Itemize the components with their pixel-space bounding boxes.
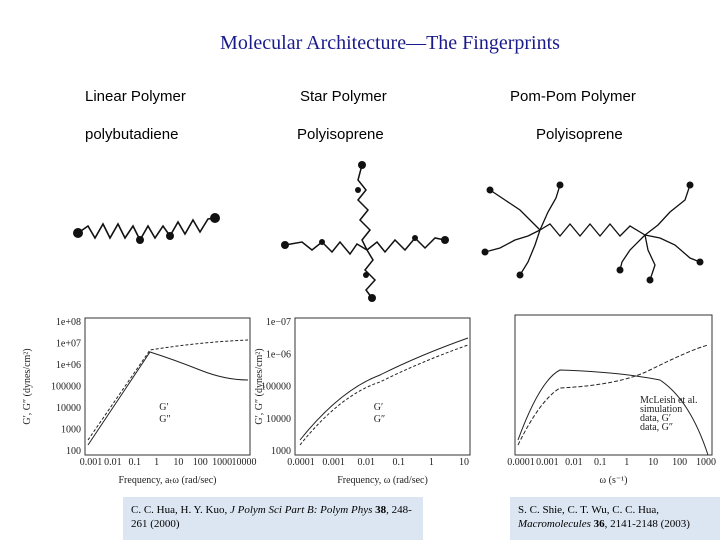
legend-entry: data, G′	[640, 413, 671, 424]
x-tick-label: 10	[459, 457, 469, 468]
pages: , 248-261 (2000)	[131, 504, 412, 530]
x-tick-label: 1	[154, 457, 159, 468]
x-tick-label: 0.001	[80, 457, 103, 468]
x-tick-label: 0.001	[536, 457, 559, 468]
beads	[281, 161, 449, 302]
x-tick-label: 0.01	[104, 457, 122, 468]
plot-frame	[294, 317, 471, 456]
y-tick-label: 10000	[56, 403, 81, 414]
legend-entry: G′	[159, 402, 168, 413]
y-tick-label: 1e−06	[266, 349, 291, 360]
x-tick-label: 1	[624, 457, 629, 468]
y-tick-label: 1e−07	[266, 317, 291, 328]
x-tick-label: 10000	[232, 457, 257, 468]
y-tick-label: 100000	[261, 382, 291, 393]
y-axis-label: G′, G″ (dynes/cm²)	[22, 348, 33, 424]
plot-frame	[84, 317, 251, 456]
authors: S. C. Shie, C. T. Wu, C. C. Hua,	[518, 504, 660, 516]
legend-entry: G″	[374, 414, 385, 425]
y-tick-label: 100000	[51, 382, 81, 393]
x-tick-label: 0.0001	[507, 457, 535, 468]
column-header: Pom-Pom Polymer	[510, 88, 636, 105]
x-tick-label: 0.1	[128, 457, 141, 468]
pages: , 2141-2148 (2003)	[604, 518, 690, 530]
volume: 38	[372, 504, 387, 516]
material: Polyisoprene	[297, 126, 384, 143]
beads	[481, 181, 704, 284]
authors: C. C. Hua, H. Y. Kuo,	[131, 504, 231, 516]
x-tick-label: 1000	[212, 457, 232, 468]
journal: J Polym Sci Part B: Polym Phys	[230, 504, 373, 516]
column-header: Star Polymer	[300, 88, 387, 105]
x-axis-label: Frequency, aₜω (rad/sec)	[118, 475, 216, 486]
y-tick-label: 1000	[271, 446, 291, 457]
material: polybutadiene	[85, 126, 179, 143]
pom-pom-polymer	[484, 184, 701, 281]
citation: S. C. Shie, C. T. Wu, C. C. Hua, Macromo…	[510, 497, 720, 540]
legend-entry: G″	[159, 414, 170, 425]
volume: 36	[590, 518, 605, 530]
legend-entry: G′	[374, 402, 383, 413]
x-tick-label: 0.0001	[287, 457, 315, 468]
x-tick-label: 100	[672, 457, 687, 468]
y-tick-label: 1e+06	[56, 360, 81, 371]
y-tick-label: 1000	[61, 425, 81, 436]
x-tick-label: 0.001	[322, 457, 345, 468]
x-tick-label: 0.01	[357, 457, 375, 468]
slide-title: Molecular Architecture—The Fingerprints	[220, 32, 560, 54]
y-tick-label: 1e+08	[56, 317, 81, 328]
material: Polyisoprene	[536, 126, 623, 143]
y-tick-label: 100	[66, 446, 81, 457]
legend-entry: data, G″	[640, 422, 673, 433]
x-tick-label: 0.01	[565, 457, 583, 468]
star-polymer	[284, 164, 446, 299]
citation: C. C. Hua, H. Y. Kuo, J Polym Sci Part B…	[123, 497, 423, 540]
x-tick-label: 10	[648, 457, 658, 468]
column-header: Linear Polymer	[85, 88, 186, 105]
x-tick-label: 100	[193, 457, 208, 468]
x-axis-label: Frequency, ω (rad/sec)	[337, 475, 428, 486]
legend-entry: McLeish et al.	[640, 395, 697, 406]
journal: Macromolecules	[518, 518, 591, 530]
plot-curves	[87, 337, 709, 456]
y-tick-label: 1e+07	[56, 339, 81, 350]
x-tick-label: 1000	[696, 457, 716, 468]
x-axis-label: ω (s⁻¹)	[600, 475, 628, 486]
linear-polymer	[77, 217, 216, 242]
y-tick-label: 10000	[266, 414, 291, 425]
beads	[73, 213, 220, 244]
x-tick-label: 0.1	[594, 457, 607, 468]
x-tick-label: 0.1	[393, 457, 406, 468]
x-tick-label: 10	[173, 457, 183, 468]
x-tick-label: 1	[429, 457, 434, 468]
y-axis-label: G′, G″ (dynes/cm²)	[254, 348, 265, 424]
legend-entry: simulation	[640, 404, 682, 415]
plot-frame	[514, 314, 713, 456]
